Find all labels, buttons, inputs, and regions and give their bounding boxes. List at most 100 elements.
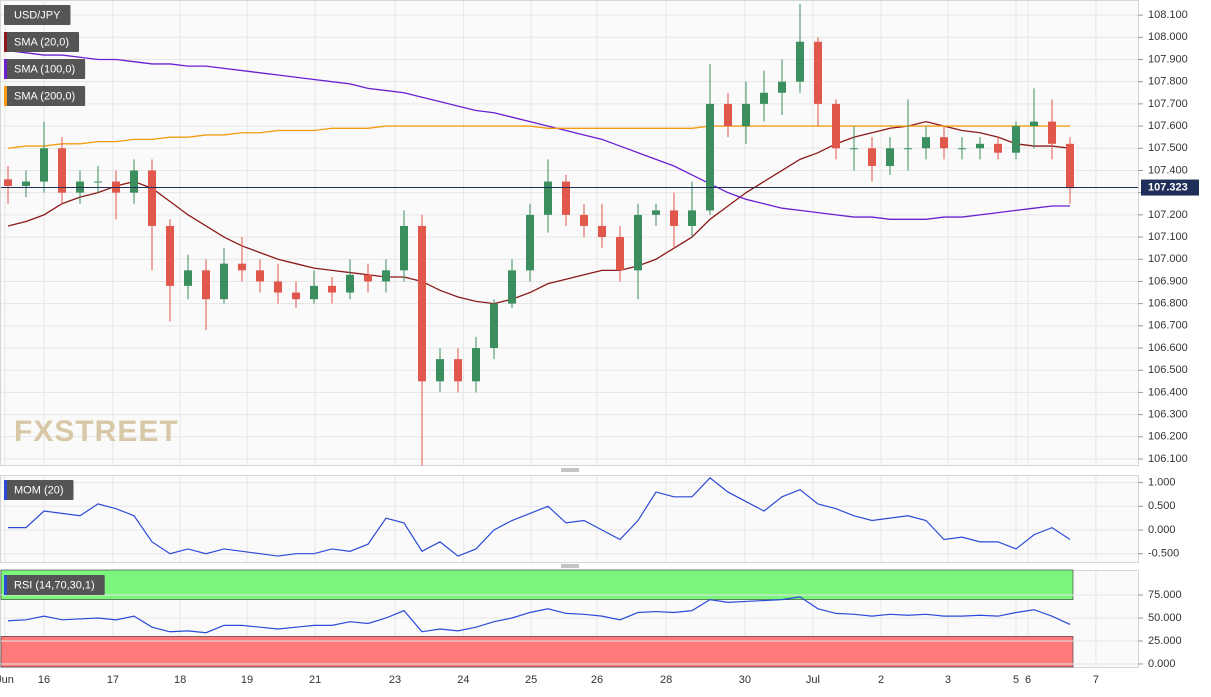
candle-body <box>166 225 174 286</box>
candle-body <box>490 303 498 349</box>
candle-body <box>148 170 156 226</box>
candle-body <box>364 274 372 282</box>
legend-box <box>4 59 86 79</box>
x-tick-label: 6 <box>1025 674 1031 686</box>
y-tick-label: 107.200 <box>1148 209 1188 221</box>
x-tick-label: 19 <box>241 674 253 686</box>
x-tick-label: Jun <box>0 674 14 686</box>
y-tick-label: 106.700 <box>1148 320 1188 332</box>
candle-body <box>1048 121 1056 144</box>
y-tick-label: 107.700 <box>1148 98 1188 110</box>
candle-body <box>958 148 966 150</box>
legend-box <box>4 5 71 25</box>
legend-swatch <box>4 59 7 79</box>
x-tick-label: 30 <box>739 674 751 686</box>
legend-entry: USD/JPY <box>4 5 71 25</box>
candle-body <box>778 81 786 93</box>
legend-swatch <box>4 575 7 595</box>
y-tick-label: 107.600 <box>1148 120 1188 132</box>
sma-line <box>7 120 1071 305</box>
panel-separator <box>0 563 1211 569</box>
candle-body <box>796 41 804 82</box>
x-tick-label: 2 <box>878 674 884 686</box>
y-tick-label: 50.000 <box>1148 612 1182 624</box>
y-tick-label: 108.100 <box>1148 9 1188 21</box>
candle-body <box>1066 143 1074 189</box>
y-tick-label: 106.400 <box>1148 386 1188 398</box>
candle-body <box>472 348 480 382</box>
candle-body <box>868 148 876 167</box>
candle-body <box>724 103 732 127</box>
y-tick-label: 106.100 <box>1148 453 1188 465</box>
x-tick-label: 26 <box>591 674 603 686</box>
oversold-zone <box>0 636 1074 668</box>
candle-body <box>130 170 138 193</box>
legend-entry: SMA (200,0) <box>4 86 86 106</box>
candle-body <box>202 270 210 300</box>
legend-box <box>4 32 80 52</box>
y-tick-label: 75.000 <box>1148 589 1182 601</box>
sma-line <box>7 125 1070 149</box>
last-price-box <box>1141 179 1199 196</box>
candle-body <box>580 214 588 226</box>
legend-box <box>4 575 105 595</box>
sma-line <box>7 49 1070 220</box>
y-tick-label: 107.900 <box>1148 53 1188 65</box>
y-tick-label: 107.800 <box>1148 76 1188 88</box>
candle-body <box>184 270 192 286</box>
indicator-line <box>7 596 1071 634</box>
y-tick-label: -0.500 <box>1148 548 1179 560</box>
candle-body <box>886 148 894 167</box>
candle-body <box>58 148 66 193</box>
y-tick-label: 107.400 <box>1148 164 1188 176</box>
candle-body <box>940 137 948 149</box>
candle-body <box>328 285 336 293</box>
candle-body <box>742 103 750 127</box>
candle-body <box>526 214 534 271</box>
candle-body <box>4 179 12 186</box>
candle-body <box>688 210 696 226</box>
candle-body <box>454 359 462 382</box>
candle-body <box>670 210 678 226</box>
panel-separator <box>0 467 1211 473</box>
y-tick-label: 0.000 <box>1148 524 1176 536</box>
x-tick-label: 24 <box>457 674 469 686</box>
indicator-line <box>8 477 1071 557</box>
candle-body <box>238 263 246 271</box>
candle-body <box>418 225 426 382</box>
legend-label: SMA (20,0) <box>14 36 69 48</box>
legend-swatch <box>4 32 7 52</box>
candle-body <box>1012 126 1020 153</box>
candle-body <box>652 210 660 215</box>
candle-body <box>346 274 354 293</box>
legend-label: SMA (200,0) <box>14 90 75 102</box>
candle-body <box>400 225 408 271</box>
y-tick-label: 108.000 <box>1148 31 1188 43</box>
candle-body <box>832 103 840 149</box>
y-tick-label: 106.900 <box>1148 275 1188 287</box>
x-tick-label: 7 <box>1093 674 1099 686</box>
legend-swatch <box>4 480 7 500</box>
candle-body <box>904 148 912 150</box>
candle-body <box>382 270 390 282</box>
y-tick-label: 107.100 <box>1148 231 1188 243</box>
y-tick-label: 0.500 <box>1148 500 1176 512</box>
candle-body <box>22 181 30 186</box>
candle-body <box>544 181 552 215</box>
candle-body <box>256 270 264 282</box>
y-tick-label: 107.500 <box>1148 142 1188 154</box>
last-price-label: 107.323 <box>1148 181 1188 193</box>
y-tick-label: 106.300 <box>1148 409 1188 421</box>
x-tick-label: 25 <box>525 674 537 686</box>
legend-entry: SMA (20,0) <box>4 32 80 52</box>
candle-body <box>598 225 606 238</box>
candle-body <box>706 103 714 211</box>
legend-label: SMA (100,0) <box>14 63 75 75</box>
panel-background <box>0 0 1139 466</box>
y-tick-label: 107.000 <box>1148 253 1188 265</box>
legend-box <box>4 480 74 500</box>
legend-entry: SMA (100,0) <box>4 59 86 79</box>
legend-box <box>4 86 86 106</box>
y-tick-label: 25.000 <box>1148 635 1182 647</box>
